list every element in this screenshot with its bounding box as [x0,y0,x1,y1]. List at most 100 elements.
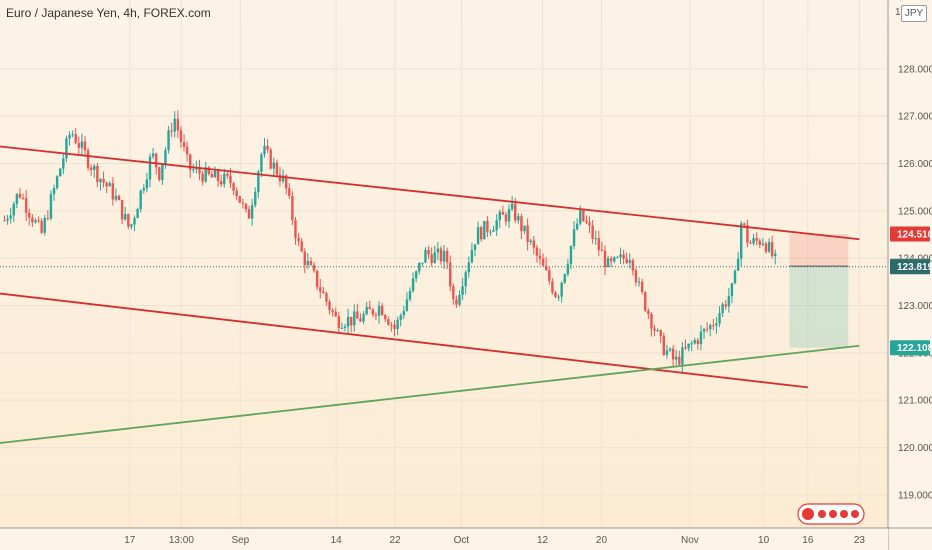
candle [631,260,635,271]
candle [436,248,440,253]
candle [529,240,532,243]
candle [362,314,365,322]
candle [390,324,393,326]
currency-badge[interactable]: JPY [901,5,927,22]
candle [665,350,669,355]
candle [130,224,133,227]
candle [96,165,99,183]
candle [458,294,461,305]
candle [597,238,601,251]
candle [229,175,232,184]
candle [145,179,149,189]
candle [179,130,183,143]
candle [408,290,412,300]
candle [709,325,712,330]
candle [161,164,164,180]
candle [705,328,709,330]
candle [281,175,285,182]
candle [309,260,313,266]
time-tick-label: Sep [231,535,249,546]
candle [532,240,536,248]
candle [284,175,288,189]
candle [637,281,641,283]
candle [213,170,217,178]
candle [644,292,647,311]
trendline-support [0,344,860,444]
candle [275,162,279,175]
candle [198,167,201,174]
candle [210,173,214,178]
candle [650,314,653,329]
candle [151,153,155,157]
candle [21,197,25,199]
candle [433,252,436,263]
candle [535,247,539,256]
candle [340,327,344,329]
candle [619,254,622,258]
candle [774,253,777,257]
candle [387,319,390,325]
candle [18,193,22,198]
candle [575,223,579,230]
candle [346,316,350,327]
candle [572,229,576,246]
candle [12,203,15,216]
candle [418,262,421,272]
trendline-lower-channel [0,292,808,389]
price-tag-label: 123.819 [897,262,932,273]
candle [548,269,551,282]
candle [55,176,59,189]
candle [681,347,684,365]
candle [216,170,220,182]
price-tick-label: 128.000 [898,64,932,75]
candle [684,347,687,349]
candle [470,249,474,263]
candle [322,291,325,294]
candle [269,149,272,169]
candle [201,173,204,182]
candle [517,216,520,221]
candle [405,299,409,311]
chart-title: Euro / Japanese Yen, 4h, FOREX.com [6,6,211,20]
price-tick-label: 123.000 [898,301,932,312]
candle [541,258,545,266]
candle [718,313,721,324]
candle [445,250,449,263]
candle [498,211,501,221]
stop-zone [789,234,849,267]
price-tick-label: 120.000 [898,443,932,454]
candle [77,143,80,148]
candle [74,134,77,144]
candle [377,305,381,316]
target-zone [789,266,849,348]
candle [189,154,192,170]
candle [371,309,375,315]
candle [554,292,557,297]
candle [538,255,542,259]
candle [727,296,731,307]
price-tag [890,259,930,275]
candle [164,150,167,165]
candle [86,150,90,168]
candle [139,190,142,210]
candle [24,198,28,213]
candle [71,134,74,136]
candle [334,311,337,317]
candle [659,329,662,336]
candle [148,156,152,180]
candle [675,356,678,360]
time-tick-label: 23 [854,535,866,546]
candle [356,311,359,319]
candle [238,196,241,203]
candle [127,214,130,227]
candle [297,237,300,242]
candle [520,216,523,232]
candle [263,145,266,155]
candle [300,241,303,252]
candle [59,168,62,177]
candle [489,231,492,233]
candle [142,188,145,191]
candle [331,310,334,312]
candle [37,220,40,222]
